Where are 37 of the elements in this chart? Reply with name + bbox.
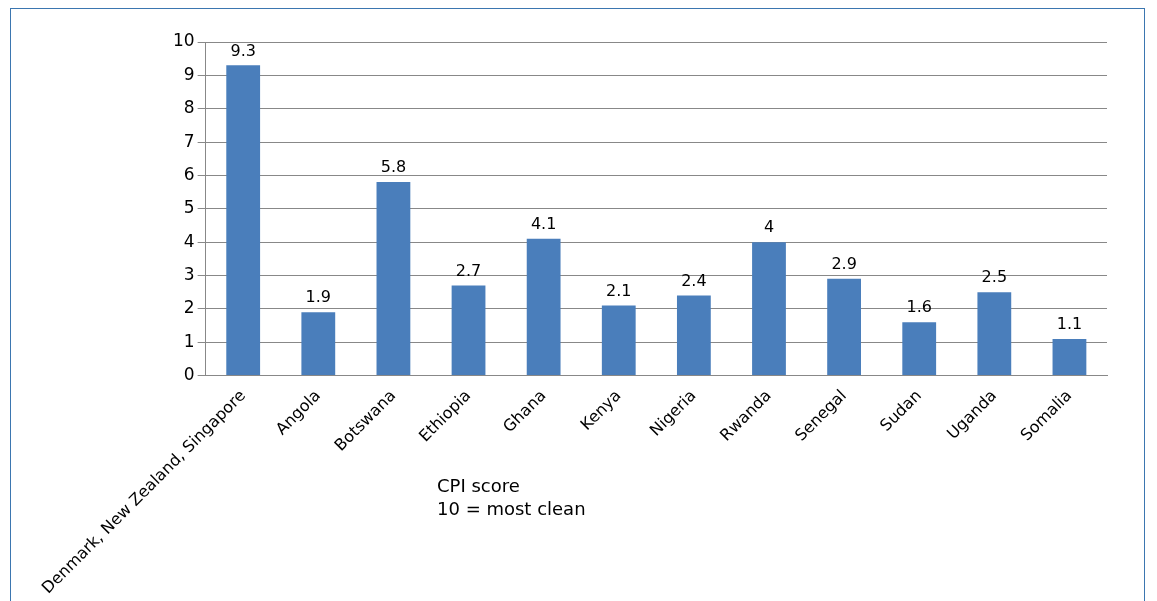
data-label: 2.1 <box>606 280 632 300</box>
bar <box>301 312 336 376</box>
bar <box>526 238 561 376</box>
bar <box>376 182 411 376</box>
y-tick-label: 7 <box>183 130 195 151</box>
data-label: 1.9 <box>305 287 332 307</box>
y-tick-label: 10 <box>172 30 195 51</box>
bar <box>676 295 711 376</box>
bar <box>226 65 261 376</box>
y-tick-label: 1 <box>183 330 195 351</box>
data-label: 2.7 <box>455 260 482 280</box>
data-label: 2.5 <box>981 267 1008 287</box>
bar <box>601 305 636 376</box>
y-tick-label: 8 <box>183 97 195 118</box>
bar <box>827 278 861 376</box>
text: 10 = most clean <box>437 497 586 520</box>
data-label: 2.4 <box>681 270 707 290</box>
text: CPI score <box>437 474 521 497</box>
bar <box>1052 338 1087 376</box>
data-label: 2.9 <box>831 254 857 274</box>
bar <box>451 285 486 376</box>
data-label: 1.6 <box>906 297 932 317</box>
y-tick-label: 6 <box>183 163 195 184</box>
data-label: 4 <box>763 217 775 237</box>
y-tick-label: 3 <box>183 263 195 284</box>
y-tick-label: 2 <box>183 297 195 318</box>
y-tick-label: 4 <box>183 230 195 251</box>
data-label: 1.1 <box>1056 314 1083 334</box>
bar <box>752 242 786 376</box>
bar <box>977 292 1012 376</box>
y-tick-label: 5 <box>183 197 195 218</box>
data-label: 5.8 <box>380 157 407 177</box>
y-tick-label: 0 <box>183 364 195 385</box>
y-tick-label: 9 <box>183 63 195 84</box>
data-label: 4.1 <box>530 213 557 233</box>
data-label: 9.3 <box>230 40 256 60</box>
bar <box>902 322 937 376</box>
